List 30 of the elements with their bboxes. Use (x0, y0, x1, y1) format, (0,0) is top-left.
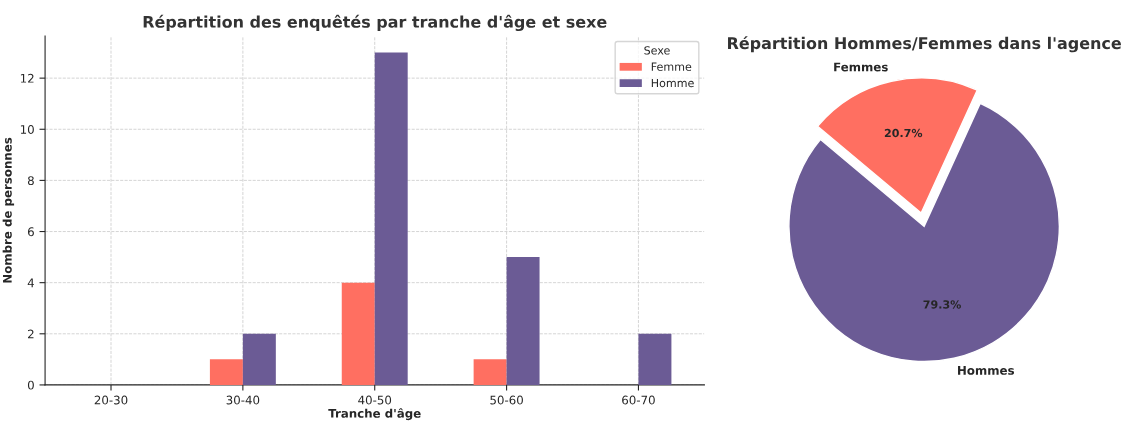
y-tick-label: 6 (27, 227, 34, 237)
x-tick-label: 20-30 (94, 395, 128, 405)
y-tick-label: 4 (27, 278, 34, 288)
slice-label: Hommes (958, 366, 1015, 375)
x-tick-label: 30-40 (226, 395, 260, 405)
bar (506, 257, 540, 385)
legend-label: Femme (651, 62, 692, 71)
y-tick-label: 8 (27, 176, 34, 186)
y-tick-label: 10 (20, 124, 34, 134)
bar (473, 359, 507, 385)
bar (341, 282, 375, 385)
bar (242, 333, 276, 385)
bar (209, 359, 243, 385)
slice-label: Femmes (834, 62, 888, 72)
legend-label: Homme (651, 78, 694, 88)
x-tick-label: 50-60 (490, 395, 523, 405)
data-label: 79.3% (923, 300, 961, 309)
y-tick-label: 0 (27, 380, 34, 390)
x-tick-label: 60-70 (622, 395, 655, 405)
data-label: 20.7% (884, 128, 923, 138)
x-tick-label: 40-50 (358, 395, 392, 405)
y-tick-label: 12 (20, 73, 34, 83)
x-axis-title: Tranche d'âge (328, 408, 421, 421)
chart-title: Répartition Hommes/Femmes dans l'agence (728, 36, 1121, 53)
y-axis-title: Nombre de personnes (2, 137, 15, 283)
y-tick-label: 2 (28, 329, 34, 339)
bar (638, 333, 672, 385)
bar (374, 52, 408, 385)
chart-title: Répartition des enquêtés par tranche d'âge et sexe (143, 14, 607, 32)
legend-title: Sexe (644, 46, 670, 55)
